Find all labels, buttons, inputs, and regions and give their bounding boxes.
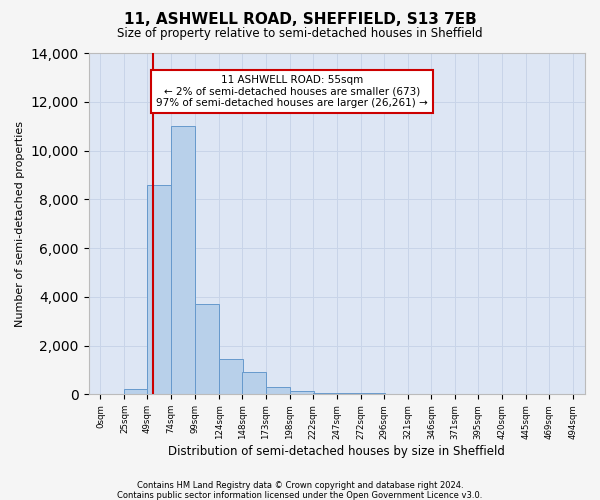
Text: 11 ASHWELL ROAD: 55sqm
← 2% of semi-detached houses are smaller (673)
97% of sem: 11 ASHWELL ROAD: 55sqm ← 2% of semi-deta… [156,75,428,108]
Y-axis label: Number of semi-detached properties: Number of semi-detached properties [15,120,25,326]
Bar [290,392,314,394]
Bar [148,184,171,394]
Bar [266,387,290,394]
Text: Contains HM Land Registry data © Crown copyright and database right 2024.: Contains HM Land Registry data © Crown c… [137,482,463,490]
Bar [171,126,195,394]
Bar [219,359,243,394]
Text: 11, ASHWELL ROAD, SHEFFIELD, S13 7EB: 11, ASHWELL ROAD, SHEFFIELD, S13 7EB [124,12,476,28]
Bar [195,304,219,394]
Bar [124,390,148,394]
Bar [313,393,337,394]
Text: Contains public sector information licensed under the Open Government Licence v3: Contains public sector information licen… [118,490,482,500]
Bar [242,372,266,394]
X-axis label: Distribution of semi-detached houses by size in Sheffield: Distribution of semi-detached houses by … [169,444,505,458]
Text: Size of property relative to semi-detached houses in Sheffield: Size of property relative to semi-detach… [117,28,483,40]
Bar [337,393,361,394]
